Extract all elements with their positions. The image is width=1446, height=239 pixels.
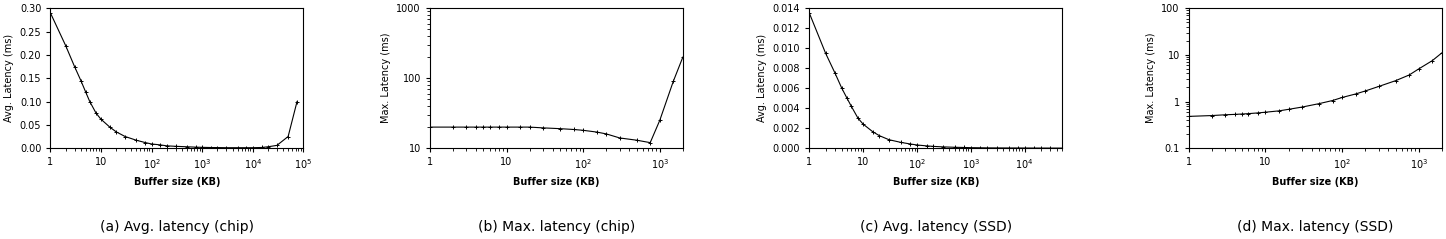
Text: (c) Avg. latency (SSD): (c) Avg. latency (SSD) (860, 220, 1012, 234)
Text: (d) Max. latency (SSD): (d) Max. latency (SSD) (1238, 220, 1394, 234)
Y-axis label: Max. Latency (ms): Max. Latency (ms) (380, 33, 390, 123)
Text: (b) Max. latency (chip): (b) Max. latency (chip) (477, 220, 635, 234)
Text: (a) Avg. latency (chip): (a) Avg. latency (chip) (100, 220, 254, 234)
X-axis label: Buffer size (KB): Buffer size (KB) (133, 177, 220, 187)
Y-axis label: Avg. Latency (ms): Avg. Latency (ms) (4, 34, 14, 122)
X-axis label: Buffer size (KB): Buffer size (KB) (1272, 177, 1359, 187)
X-axis label: Buffer size (KB): Buffer size (KB) (892, 177, 979, 187)
Y-axis label: Avg. Latency (ms): Avg. Latency (ms) (758, 34, 768, 122)
Y-axis label: Max. Latency (ms): Max. Latency (ms) (1145, 33, 1155, 123)
X-axis label: Buffer size (KB): Buffer size (KB) (513, 177, 600, 187)
